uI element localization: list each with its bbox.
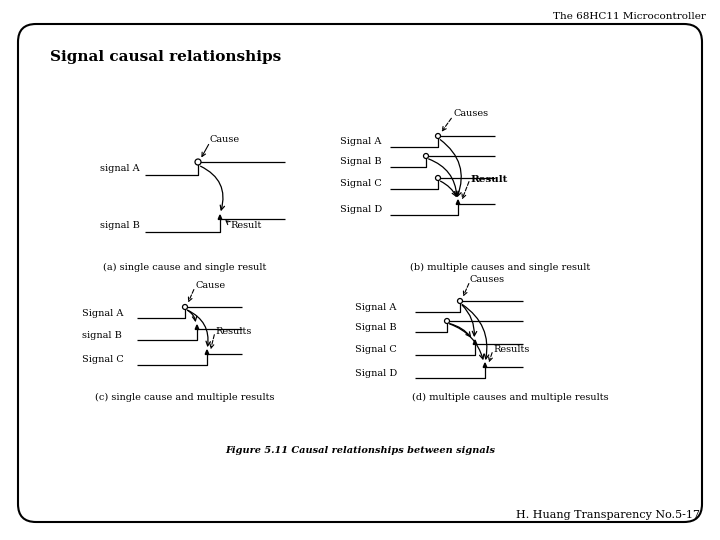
Text: signal A: signal A bbox=[100, 164, 140, 173]
FancyArrowPatch shape bbox=[440, 140, 462, 196]
Circle shape bbox=[423, 153, 428, 159]
FancyArrowPatch shape bbox=[428, 159, 459, 196]
Polygon shape bbox=[473, 340, 477, 345]
Text: Signal D: Signal D bbox=[355, 368, 397, 377]
Text: Results: Results bbox=[493, 346, 529, 354]
Text: Causes: Causes bbox=[453, 110, 488, 118]
Text: Cause: Cause bbox=[195, 280, 225, 289]
Circle shape bbox=[444, 319, 449, 323]
FancyArrowPatch shape bbox=[187, 310, 197, 321]
Text: Causes: Causes bbox=[470, 274, 505, 284]
Text: Result: Result bbox=[470, 174, 508, 184]
FancyArrowPatch shape bbox=[200, 166, 225, 210]
FancyArrowPatch shape bbox=[462, 305, 489, 359]
Text: (d) multiple causes and multiple results: (d) multiple causes and multiple results bbox=[412, 393, 608, 402]
FancyArrowPatch shape bbox=[462, 305, 477, 336]
Text: (a) single cause and single result: (a) single cause and single result bbox=[103, 263, 266, 272]
Text: Result: Result bbox=[230, 220, 261, 230]
Text: Signal A: Signal A bbox=[82, 308, 123, 318]
Polygon shape bbox=[195, 325, 199, 329]
Text: Results: Results bbox=[215, 327, 251, 336]
Text: Signal C: Signal C bbox=[82, 355, 124, 364]
Circle shape bbox=[457, 299, 462, 303]
Text: Signal A: Signal A bbox=[355, 302, 397, 312]
Polygon shape bbox=[218, 215, 222, 219]
FancyArrowPatch shape bbox=[441, 181, 456, 196]
Text: (c) single cause and multiple results: (c) single cause and multiple results bbox=[95, 393, 275, 402]
FancyArrowPatch shape bbox=[187, 310, 210, 346]
Text: H. Huang Transparency No.5-17: H. Huang Transparency No.5-17 bbox=[516, 510, 700, 520]
Text: signal B: signal B bbox=[82, 330, 122, 340]
Text: Signal C: Signal C bbox=[355, 346, 397, 354]
FancyArrowPatch shape bbox=[450, 323, 470, 336]
Polygon shape bbox=[205, 350, 209, 354]
Text: Cause: Cause bbox=[210, 136, 240, 145]
Text: Signal A: Signal A bbox=[340, 138, 382, 146]
Text: Signal B: Signal B bbox=[355, 322, 397, 332]
FancyArrowPatch shape bbox=[449, 324, 484, 359]
Text: (b) multiple causes and single result: (b) multiple causes and single result bbox=[410, 263, 590, 272]
Text: Signal C: Signal C bbox=[340, 179, 382, 188]
Text: The 68HC11 Microcontroller: The 68HC11 Microcontroller bbox=[553, 12, 706, 21]
Circle shape bbox=[195, 159, 201, 165]
Circle shape bbox=[182, 305, 187, 309]
Text: Signal causal relationships: Signal causal relationships bbox=[50, 50, 282, 64]
Circle shape bbox=[436, 176, 441, 180]
Text: Signal D: Signal D bbox=[340, 206, 382, 214]
Text: Figure 5.11 Causal relationships between signals: Figure 5.11 Causal relationships between… bbox=[225, 446, 495, 455]
Circle shape bbox=[436, 133, 441, 138]
Polygon shape bbox=[483, 363, 487, 367]
Polygon shape bbox=[456, 200, 460, 205]
FancyBboxPatch shape bbox=[18, 24, 702, 522]
Text: Signal B: Signal B bbox=[340, 158, 382, 166]
Text: signal B: signal B bbox=[100, 221, 140, 230]
